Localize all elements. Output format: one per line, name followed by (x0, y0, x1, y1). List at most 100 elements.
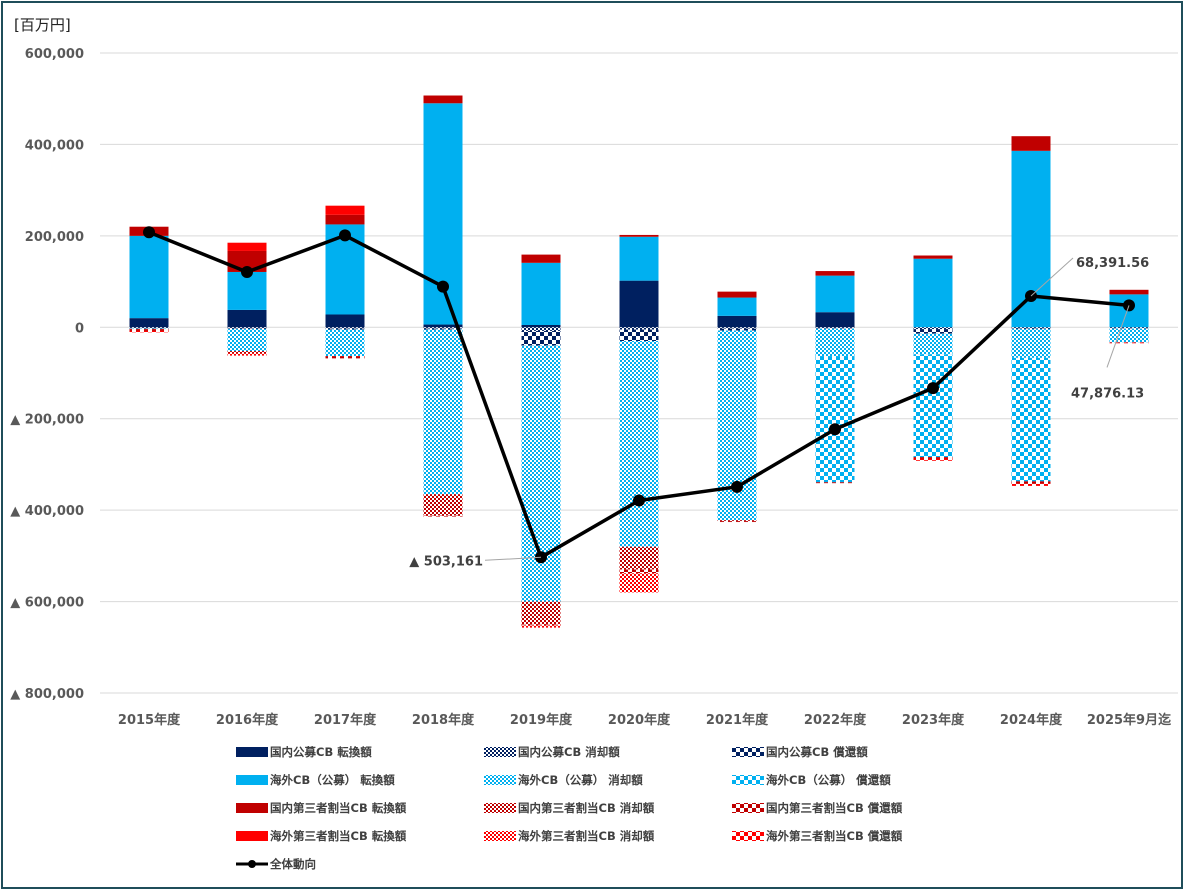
x-tick-label: 2022年度 (804, 712, 867, 728)
legend-swatch (732, 831, 764, 841)
trend-point-2016年度 (241, 265, 253, 278)
annotation-label: 68,391.56 (1076, 256, 1149, 271)
bar-海外CB-公募-消却額-2022年度 (815, 328, 855, 357)
annotation-leader (1106, 305, 1130, 368)
bar-国内公募CB-消却額-2016年度 (227, 327, 267, 329)
legend-swatch (484, 747, 516, 757)
bar-国内公募CB-償還額-2025年9月迄 (1109, 328, 1149, 329)
trend-point-2022年度 (829, 423, 841, 436)
legend-item-国内第三者割当CB-償還額: 国内第三者割当CB 償還額 (732, 801, 903, 815)
bar-国内第三者割当CB-転換額-2017年度 (325, 214, 365, 225)
legend-swatch (236, 831, 268, 841)
unit-label: [百万円] (14, 16, 71, 34)
bar-海外第三者割当CB-償還額-2015年度 (129, 330, 169, 333)
bar-国内公募CB-消却額-2015年度 (129, 327, 169, 329)
bar-海外CB-公募-転換額-2016年度 (227, 271, 267, 310)
legend-item-海外第三者割当CB-転換額: 海外第三者割当CB 転換額 (236, 829, 407, 843)
x-tick-label: 2020年度 (608, 712, 671, 728)
bar-国内公募CB-償還額-2022年度 (815, 328, 855, 329)
bar-国内第三者割当CB-消却額-2020年度 (619, 546, 659, 570)
bar-国内第三者割当CB-償還額-2021年度 (717, 521, 757, 523)
legend-item-全体動向: 全体動向 (236, 857, 316, 871)
bar-国内第三者割当CB-償還額-2017年度 (325, 356, 365, 359)
x-axis-labels: 2015年度 2016年度 2017年度 2018年度 2019年度 2020年度 2021… (118, 712, 1171, 728)
y-tick-label: ▲ 600,000 (10, 596, 84, 611)
legend-swatch-marker (248, 860, 256, 868)
bar-国内第三者割当CB-転換額-2023年度 (913, 255, 953, 259)
legend-swatch (236, 775, 268, 785)
y-tick-label: ▲ 800,000 (10, 687, 84, 702)
bar-国内第三者割当CB-償還額-2018年度 (423, 515, 463, 517)
bar-国内公募CB-転換額-2020年度 (619, 280, 659, 328)
bar-海外CB-公募-消却額-2018年度 (423, 329, 463, 495)
bar-国内公募CB-消却額-2022年度 (815, 327, 855, 329)
x-tick-label: 2023年度 (902, 712, 965, 728)
bar-国内公募CB-転換額-2019年度 (521, 325, 561, 328)
legend-label: 国内公募CB 転換額 (270, 745, 372, 759)
bar-国内公募CB-消却額-2020年度 (619, 327, 659, 330)
bar-国内第三者割当CB-転換額-2024年度 (1011, 136, 1051, 151)
bar-海外CB-公募-転換額-2015年度 (129, 235, 169, 319)
legend-item-海外CB-公募-転換額: 海外CB（公募） 転換額 (236, 773, 395, 787)
legend-label: 海外第三者割当CB 消却額 (518, 829, 655, 843)
bar-海外第三者割当CB-消却額-2016年度 (227, 353, 267, 356)
x-tick-label: 2019年度 (510, 712, 573, 728)
bar-国内公募CB-償還額-2018年度 (423, 328, 463, 330)
legend-swatch (732, 803, 764, 813)
legend-item-海外CB-公募-償還額: 海外CB（公募） 償還額 (732, 773, 891, 787)
legend-label: 海外CB（公募） 消却額 (518, 773, 643, 787)
bar-海外第三者割当CB-償還額-2024年度 (1011, 483, 1051, 486)
bar-国内第三者割当CB-消却額-2021年度 (717, 520, 757, 522)
legend-label: 海外CB（公募） 転換額 (270, 773, 395, 787)
legend-label: 国内第三者割当CB 償還額 (766, 801, 903, 815)
bar-海外CB-公募-償還額-2023年度 (913, 354, 953, 458)
legend-label: 海外CB（公募） 償還額 (766, 773, 891, 787)
bar-海外CB-公募-転換額-2019年度 (521, 262, 561, 325)
bar-国内公募CB-消却額-2018年度 (423, 327, 463, 329)
bar-国内第三者割当CB-償還額-2015年度 (129, 329, 169, 331)
legend-label: 海外第三者割当CB 償還額 (766, 829, 903, 843)
legend-swatch (732, 747, 764, 757)
annotations: ▲ 503,161 68,391.56 47,876.13 (409, 256, 1149, 569)
x-tick-label: 2017年度 (314, 712, 377, 728)
bar-海外CB-公募-消却額-2025年9月迄 (1109, 328, 1149, 343)
bar-国内公募CB-転換額-2021年度 (717, 315, 757, 328)
x-tick-label: 2015年度 (118, 712, 181, 728)
bar-国内公募CB-消却額-2019年度 (521, 327, 561, 331)
y-tick-label: ▲ 200,000 (10, 413, 84, 428)
bar-国内第三者割当CB-消却額-2019年度 (521, 601, 561, 625)
bar-国内公募CB-転換額-2015年度 (129, 318, 169, 328)
bar-国内公募CB-償還額-2017年度 (325, 328, 365, 330)
bar-海外CB-公募-転換額-2023年度 (913, 258, 953, 328)
legend-label: 国内第三者割当CB 消却額 (518, 801, 655, 815)
bar-海外CB-公募-償還額-2024年度 (1011, 357, 1051, 482)
annotation-leader (1030, 257, 1074, 297)
bar-海外CB-公募-転換額-2020年度 (619, 236, 659, 281)
bar-国内第三者割当CB-転換額-2019年度 (521, 254, 561, 263)
bar-国内公募CB-消却額-2021年度 (717, 327, 757, 329)
legend-swatch (236, 803, 268, 813)
y-tick-label: 600,000 (25, 47, 84, 62)
bar-海外CB-公募-消却額-2017年度 (325, 329, 365, 357)
legend-swatch (236, 747, 268, 757)
legend-swatch (484, 831, 516, 841)
y-tick-label: ▲ 400,000 (10, 504, 84, 519)
legend-swatch (732, 775, 764, 785)
legend-item-海外第三者割当CB-償還額: 海外第三者割当CB 償還額 (732, 829, 903, 843)
legend-item-国内公募CB-消却額: 国内公募CB 消却額 (484, 745, 620, 759)
bar-国内公募CB-転換額-2016年度 (227, 309, 267, 328)
bar-海外第三者割当CB-消却額-2020年度 (619, 573, 659, 593)
bar-海外CB-公募-転換額-2022年度 (815, 275, 855, 313)
bar-国内公募CB-転換額-2022年度 (815, 312, 855, 328)
bar-海外CB-公募-消却額-2016年度 (227, 329, 267, 352)
bar-国内公募CB-償還額-2024年度 (1011, 328, 1051, 330)
legend-swatch (484, 803, 516, 813)
bar-国内公募CB-償還額-2023年度 (913, 329, 953, 334)
x-tick-label: 2025年9月迄 (1087, 712, 1171, 728)
bar-国内第三者割当CB-転換額-2020年度 (619, 234, 659, 237)
bar-国内第三者割当CB-消却額-2018年度 (423, 494, 463, 516)
y-tick-label: 200,000 (25, 230, 84, 245)
